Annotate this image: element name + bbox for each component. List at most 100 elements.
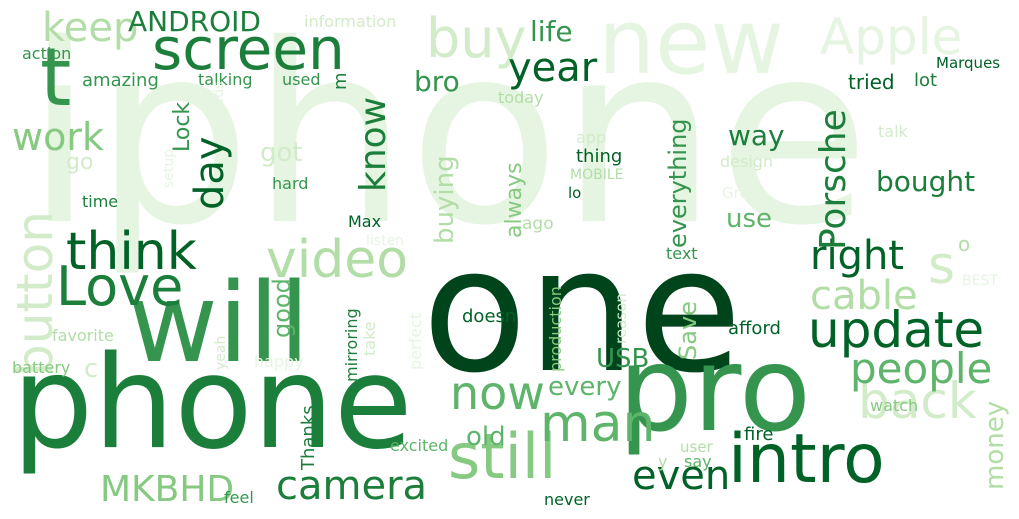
word-money: money: [980, 400, 1010, 490]
word-buying: buying: [430, 155, 460, 244]
word-right: right: [810, 233, 904, 279]
word-screen: screen: [152, 15, 345, 83]
word-intro: intro: [728, 420, 885, 499]
word-android: ANDROID: [128, 5, 261, 38]
word-lo: lo: [568, 184, 582, 202]
word-design: design: [720, 152, 774, 171]
word-will: will: [128, 259, 310, 387]
word-never: never: [544, 490, 590, 509]
word-way: way: [728, 119, 785, 152]
word-every: every: [548, 372, 622, 402]
word-doesn: doesn: [462, 306, 517, 327]
word-t: t: [40, 31, 72, 124]
word-time: time: [82, 192, 119, 211]
word-ago: ago: [522, 214, 554, 234]
word-old: old: [466, 422, 506, 452]
word-mirroring: mirroring: [342, 308, 361, 382]
word-hard: hard: [272, 174, 309, 193]
word-lot: lot: [914, 70, 938, 91]
word-porsche: Porsche: [813, 109, 854, 250]
word-everything: everything: [664, 118, 692, 248]
word-today: today: [498, 88, 544, 107]
word-say: say: [684, 452, 712, 471]
word-action: action: [22, 44, 72, 63]
word-talking: talking: [198, 70, 253, 89]
word-fire: fire: [744, 424, 774, 445]
word-update: update: [808, 301, 985, 359]
word-watch: watch: [870, 396, 919, 415]
word-thing: thing: [576, 146, 623, 167]
word-pro: pro: [618, 320, 812, 458]
word-used: used: [282, 70, 321, 89]
word-think: think: [66, 222, 197, 282]
word-even: even: [632, 453, 731, 499]
word-production: production: [546, 286, 565, 372]
word-tried: tried: [848, 70, 895, 94]
word-got: got: [260, 138, 303, 168]
word-battery: battery: [12, 358, 71, 377]
word-listen: listen: [366, 233, 405, 249]
word-reason: reason: [612, 293, 630, 344]
word-usb: USB: [596, 344, 650, 374]
word-good: good: [268, 278, 296, 338]
word-video: video: [266, 230, 409, 290]
word-happy: happy: [254, 352, 304, 371]
word-great: Great: [722, 184, 764, 202]
word-m: m: [330, 72, 351, 90]
word-know: know: [353, 96, 394, 192]
word-phone: phone: [12, 329, 413, 478]
word-text: text: [666, 244, 698, 263]
word-information: information: [304, 12, 397, 31]
word-marques: Marques: [936, 54, 1001, 72]
word-lock: Lock: [170, 101, 195, 152]
word-perfect: perfect: [406, 312, 425, 370]
word-take: take: [360, 321, 379, 356]
word-buy: buy: [426, 7, 527, 70]
word-back: back: [858, 372, 977, 430]
word-day: day: [187, 136, 233, 210]
word-bought: bought: [876, 165, 976, 198]
word-favorite: favorite: [52, 326, 114, 345]
word-y: y: [658, 452, 668, 471]
word-yeah: yeah: [213, 335, 229, 370]
word-go: go: [66, 150, 94, 175]
word-afford: afford: [728, 318, 781, 339]
word-s: s: [928, 236, 956, 296]
word-o: o: [958, 232, 971, 256]
word-camera: camera: [276, 463, 428, 509]
word-thanks: Thanks: [298, 405, 319, 470]
word-now: now: [450, 366, 545, 420]
word-love: Love: [56, 255, 184, 318]
word-still: still: [448, 420, 557, 493]
word-new: new: [598, 0, 785, 95]
word-app: app: [576, 128, 607, 147]
word-user: user: [680, 438, 713, 456]
word-people: people: [850, 344, 993, 393]
word-cable: cable: [810, 273, 918, 319]
word-amazing: amazing: [82, 70, 159, 91]
word-one: one: [422, 210, 743, 411]
word-bro: bro: [414, 65, 460, 98]
word-talk: talk: [878, 122, 908, 141]
word-apple: Apple: [820, 8, 963, 66]
word-excited: excited: [390, 436, 449, 455]
word-c: c: [84, 354, 99, 384]
word-needs: needs: [211, 81, 227, 124]
word-save: Save: [674, 301, 702, 360]
word-button: button: [6, 211, 64, 376]
word-mkbhd: MKBHD: [100, 469, 235, 510]
word-best: BEST: [962, 273, 998, 289]
word-max: Max: [348, 212, 382, 231]
word-year: year: [508, 45, 598, 91]
word-mobile: MOBILE: [570, 167, 624, 183]
word-setup: setup: [161, 148, 177, 188]
word-keep: keep: [42, 5, 139, 51]
word-review: review: [1002, 0, 1019, 68]
word-man: man: [540, 394, 656, 454]
word-use: use: [726, 204, 773, 234]
word-work: work: [12, 115, 104, 159]
word-iphone: iphone: [25, 0, 870, 280]
word-feel: feel: [224, 488, 254, 507]
word-life: life: [530, 15, 573, 48]
